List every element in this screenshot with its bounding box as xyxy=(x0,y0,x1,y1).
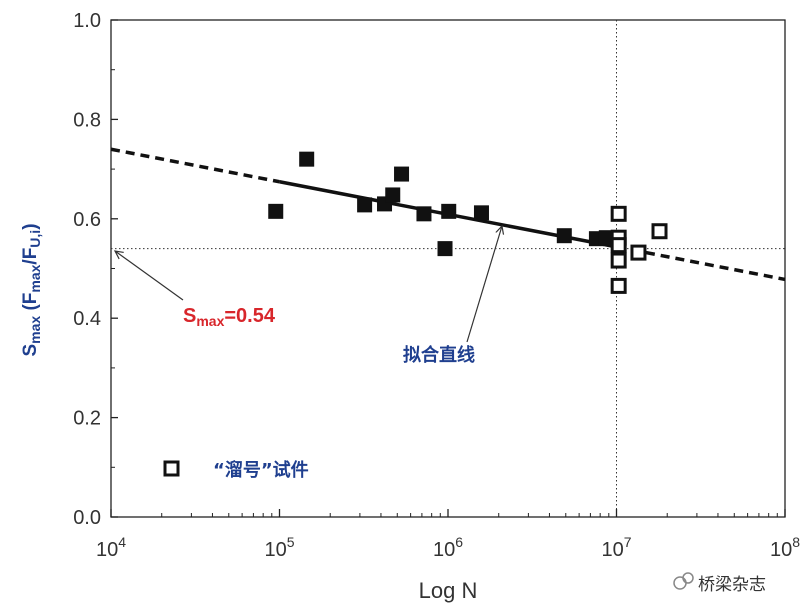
data-point-open xyxy=(610,205,627,222)
data-point-open xyxy=(651,223,668,240)
fit-line-extrapolated-right xyxy=(616,245,786,282)
x-tick-label: 108 xyxy=(770,534,800,561)
data-point-open xyxy=(630,244,647,261)
data-point-filled xyxy=(441,203,457,219)
x-axis-title: Log N xyxy=(419,578,478,603)
data-point-filled xyxy=(473,205,489,221)
x-tick-label: 107 xyxy=(601,534,631,561)
x-axis-ticks: 104 105 106 107 108 xyxy=(96,509,800,561)
fit-annotation: 拟合直线 xyxy=(403,344,475,366)
watermark-logo-icon-inner xyxy=(682,572,694,584)
data-point-filled xyxy=(268,203,284,219)
y-tick-label: 0.6 xyxy=(73,209,101,231)
y-tick-label: 0.2 xyxy=(73,408,101,430)
data-point-filled xyxy=(416,206,432,222)
y-tick-label: 1.0 xyxy=(73,10,101,32)
data-point-filled xyxy=(299,151,315,167)
data-point-filled xyxy=(556,228,572,244)
series-filled xyxy=(268,151,614,257)
smax-annotation-arrow xyxy=(115,251,184,301)
data-point-open xyxy=(610,277,627,294)
x-tick-label: 105 xyxy=(264,534,294,561)
data-point-filled xyxy=(394,166,410,182)
fit-line-extrapolated-left xyxy=(110,147,280,184)
series-open xyxy=(610,205,668,294)
x-tick-label: 106 xyxy=(433,534,463,561)
data-point-open xyxy=(610,252,627,269)
data-point-filled xyxy=(437,241,453,257)
y-tick-label: 0.4 xyxy=(73,308,101,330)
fit-annotation-arrow xyxy=(466,226,502,343)
plot-frame xyxy=(110,19,786,518)
y-axis-ticks: 0.0 0.2 0.4 0.6 0.8 1.0 xyxy=(73,10,118,529)
data-point-open xyxy=(610,237,627,254)
data-point-filled xyxy=(385,187,401,203)
smax-annotation: Smax=0.54 xyxy=(183,305,276,329)
legend-label: “溜号”试件 xyxy=(213,459,309,481)
y-tick-label: 0.0 xyxy=(73,507,101,529)
x-tick-label: 104 xyxy=(96,534,126,561)
data-point-filled xyxy=(357,197,373,213)
plot-area-border xyxy=(110,19,786,518)
data-point-filled xyxy=(598,230,614,246)
y-axis-title: Smax (Fmax/FU,i) xyxy=(20,223,43,356)
watermark: 桥梁杂志 xyxy=(673,572,766,595)
y-tick-label: 0.8 xyxy=(73,109,101,131)
watermark-logo-icon xyxy=(673,576,687,590)
watermark-text: 桥梁杂志 xyxy=(698,575,766,595)
legend-marker-open-square xyxy=(163,460,180,477)
reference-lines xyxy=(111,20,785,517)
